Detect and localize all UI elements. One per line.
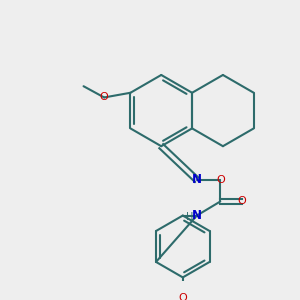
Text: O: O (100, 92, 109, 103)
Text: O: O (178, 293, 187, 300)
Text: N: N (192, 209, 202, 222)
Text: O: O (238, 196, 246, 206)
Text: O: O (216, 175, 225, 185)
Text: H: H (186, 212, 193, 222)
Text: N: N (192, 173, 202, 186)
